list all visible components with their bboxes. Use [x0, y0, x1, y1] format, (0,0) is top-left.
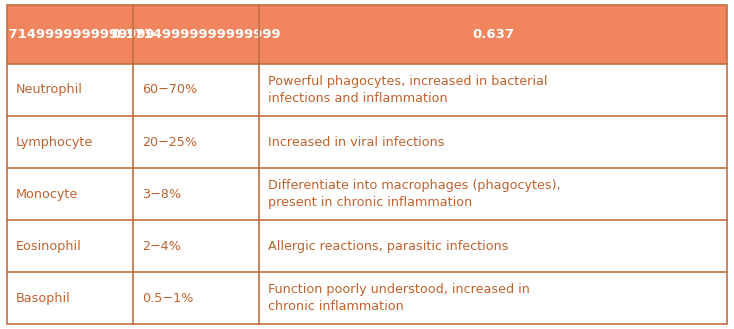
Bar [7, 220, 133, 272]
Text: 60−70%: 60−70% [142, 84, 197, 96]
Bar [7, 116, 133, 168]
Bar [134, 272, 259, 324]
Text: 3−8%: 3−8% [142, 188, 181, 200]
Text: Lymphocyte: Lymphocyte [16, 136, 93, 148]
Text: Function poorly understood, increased in
chronic inflammation: Function poorly understood, increased in… [268, 283, 530, 313]
Bar [134, 64, 259, 116]
Bar [134, 5, 259, 64]
Text: 0.637: 0.637 [472, 28, 514, 41]
Bar [259, 5, 727, 64]
Bar [134, 168, 259, 220]
Bar [134, 220, 259, 272]
Bar [259, 272, 727, 324]
Bar [134, 116, 259, 168]
Bar [7, 5, 133, 64]
Text: Monocyte: Monocyte [16, 188, 79, 200]
Text: Powerful phagocytes, increased in bacterial
infections and inflammation: Powerful phagocytes, increased in bacter… [268, 75, 548, 105]
Bar [259, 168, 727, 220]
Bar [259, 64, 727, 116]
Bar [7, 272, 133, 324]
Bar [259, 116, 727, 168]
Text: 20−25%: 20−25% [142, 136, 197, 148]
Text: Allergic reactions, parasitic infections: Allergic reactions, parasitic infections [268, 240, 509, 253]
Text: Basophil: Basophil [16, 291, 71, 305]
Bar [259, 220, 727, 272]
Text: 2−4%: 2−4% [142, 240, 181, 253]
Text: Eosinophil: Eosinophil [16, 240, 82, 253]
Text: Neutrophil: Neutrophil [16, 84, 83, 96]
Text: 0.17149999999999999: 0.17149999999999999 [0, 28, 155, 41]
Bar [7, 168, 133, 220]
Text: Differentiate into macrophages (phagocytes),
present in chronic inflammation: Differentiate into macrophages (phagocyt… [268, 179, 561, 209]
Bar [7, 64, 133, 116]
Text: 0.5−1%: 0.5−1% [142, 291, 193, 305]
Text: Increased in viral infections: Increased in viral infections [268, 136, 444, 148]
Text: 0.17149999999999999: 0.17149999999999999 [112, 28, 281, 41]
